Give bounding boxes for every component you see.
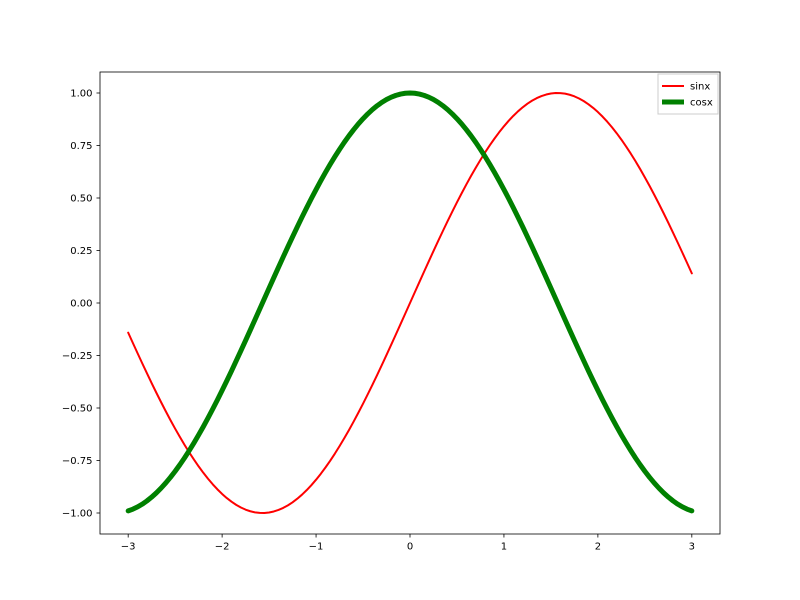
y-tick-label: −1.00 [62,509,93,520]
x-tick-label: −2 [215,542,230,553]
x-tick-label: −1 [309,542,324,553]
x-tick-label: 1 [501,542,507,553]
y-tick-label: −0.25 [62,351,93,362]
y-tick-label: −0.75 [62,456,93,467]
series-sinx [128,93,692,513]
y-tick-label: 0.25 [70,246,92,257]
y-tick-label: 0.50 [70,194,92,205]
legend-label-cosx: cosx [690,98,713,109]
y-tick-label: 1.00 [70,89,92,100]
y-tick-label: 0.00 [70,299,92,310]
x-tick-label: −3 [121,542,136,553]
x-tick-label: 2 [595,542,601,553]
y-tick-label: −0.50 [62,404,93,415]
legend-label-sinx: sinx [690,82,710,93]
y-tick-label: 0.75 [70,141,92,152]
x-tick-label: 3 [689,542,695,553]
x-tick-label: 0 [407,542,413,553]
figure: −3 −2 −1 0 1 2 3 −1.00 −0.75 −0.50 −0.25 0.00 0.25 0.… [0,0,800,600]
chart-canvas: −3 −2 −1 0 1 2 3 −1.00 −0.75 −0.50 −0.25 0.00 0.25 0.… [0,0,800,600]
